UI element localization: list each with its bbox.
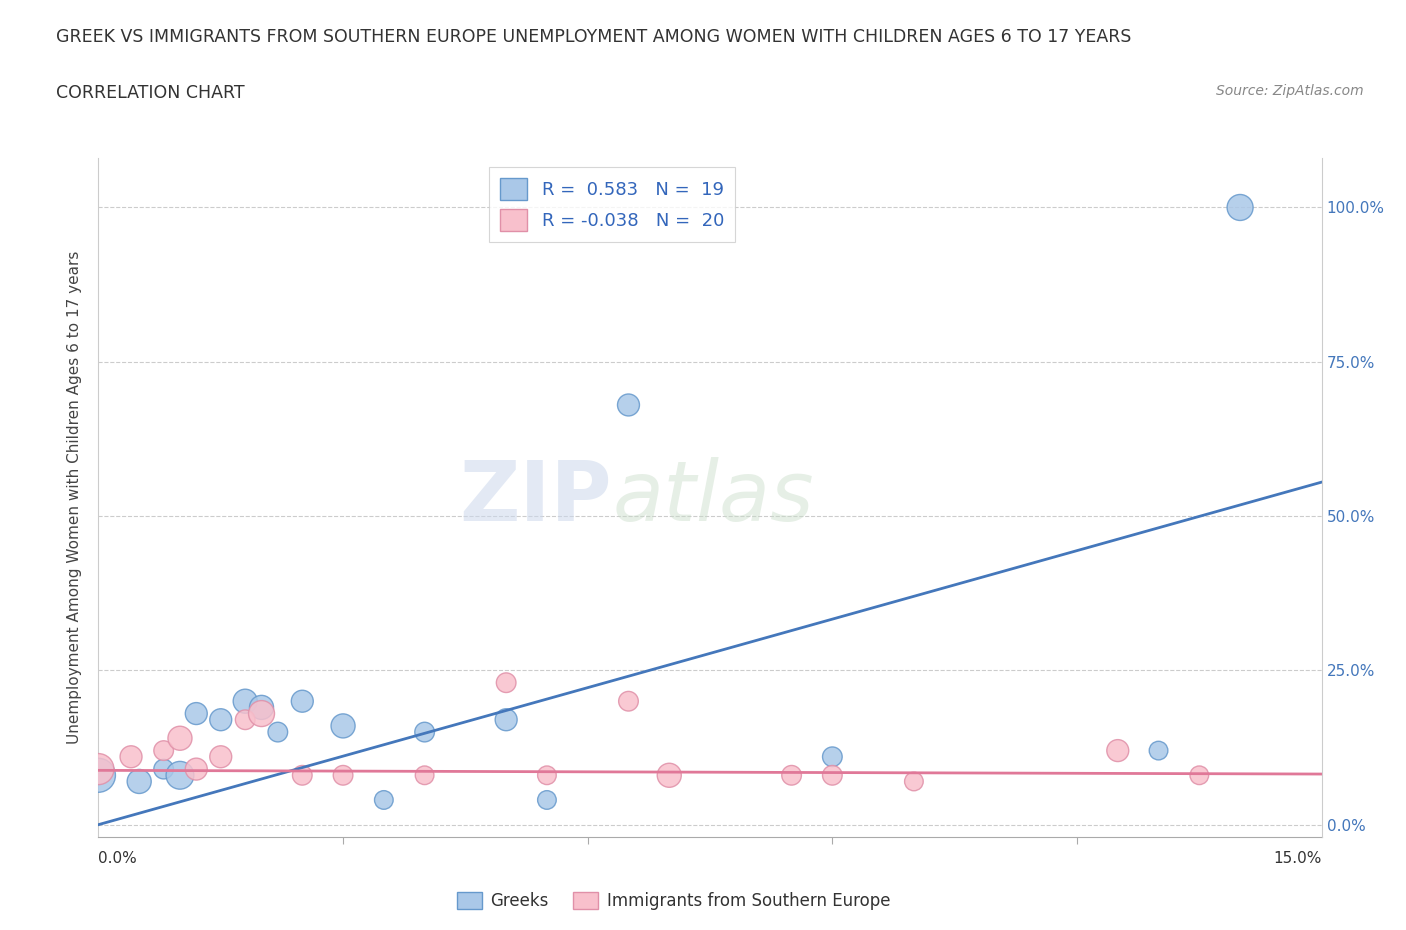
Point xyxy=(536,768,558,783)
Point xyxy=(658,768,681,783)
Point xyxy=(495,712,517,727)
Point xyxy=(495,675,517,690)
Point xyxy=(250,706,273,721)
Point xyxy=(821,750,844,764)
Point xyxy=(250,700,273,715)
Point xyxy=(291,694,314,709)
Point xyxy=(1188,768,1211,783)
Text: ZIP: ZIP xyxy=(460,457,612,538)
Point xyxy=(169,731,191,746)
Point xyxy=(1107,743,1129,758)
Point xyxy=(267,724,290,739)
Point xyxy=(120,750,142,764)
Text: Source: ZipAtlas.com: Source: ZipAtlas.com xyxy=(1216,84,1364,98)
Point xyxy=(536,792,558,807)
Text: GREEK VS IMMIGRANTS FROM SOUTHERN EUROPE UNEMPLOYMENT AMONG WOMEN WITH CHILDREN : GREEK VS IMMIGRANTS FROM SOUTHERN EUROPE… xyxy=(56,28,1132,46)
Point xyxy=(128,774,150,789)
Point xyxy=(617,694,640,709)
Point xyxy=(186,706,208,721)
Point xyxy=(152,762,174,777)
Point xyxy=(233,694,256,709)
Text: CORRELATION CHART: CORRELATION CHART xyxy=(56,84,245,101)
Point xyxy=(152,743,174,758)
Point xyxy=(413,724,436,739)
Text: 15.0%: 15.0% xyxy=(1274,851,1322,866)
Text: atlas: atlas xyxy=(612,457,814,538)
Point xyxy=(291,768,314,783)
Point xyxy=(780,768,803,783)
Y-axis label: Unemployment Among Women with Children Ages 6 to 17 years: Unemployment Among Women with Children A… xyxy=(67,251,83,744)
Point xyxy=(332,768,354,783)
Point xyxy=(1147,743,1170,758)
Point xyxy=(169,768,191,783)
Point xyxy=(413,768,436,783)
Point xyxy=(373,792,395,807)
Point xyxy=(1229,200,1251,215)
Point xyxy=(233,712,256,727)
Point xyxy=(209,712,232,727)
Point xyxy=(821,768,844,783)
Point xyxy=(617,397,640,412)
Point xyxy=(332,719,354,734)
Legend: Greeks, Immigrants from Southern Europe: Greeks, Immigrants from Southern Europe xyxy=(450,885,897,917)
Point xyxy=(903,774,925,789)
Point xyxy=(186,762,208,777)
Point xyxy=(87,762,110,777)
Point xyxy=(209,750,232,764)
Point xyxy=(87,768,110,783)
Text: 0.0%: 0.0% xyxy=(98,851,138,866)
